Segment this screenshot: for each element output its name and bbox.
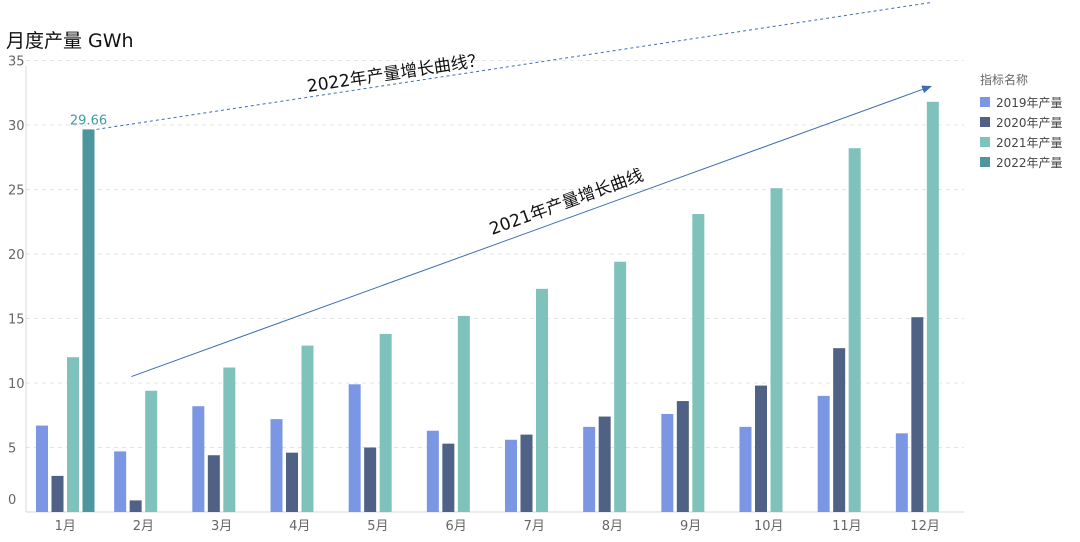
x-tick-label: 8月 [602,519,623,534]
data-label: 29.66 [70,113,107,128]
grid-lines [26,60,964,448]
x-tick-label: 9月 [680,519,701,534]
axes: 0 5 10 15 20 25 30 35 1月 2月 3月 4月 5月 6月 7月 8月 9月 10月 11月 12… [8,55,964,534]
bar[interactable] [833,348,846,512]
bar[interactable] [692,214,705,512]
y-tick-label: 10 [8,377,25,392]
y-tick-label: 0 [8,493,16,508]
legend-swatch [980,97,990,107]
bar[interactable] [661,413,674,512]
x-tick-label: 2月 [133,519,154,534]
legend-swatch [980,117,990,127]
bar[interactable] [114,451,127,512]
bar[interactable] [457,315,470,512]
legend-swatch [980,137,990,147]
legend-item-label[interactable]: 2019年产量 [996,96,1063,110]
x-tick-label: 1月 [55,519,76,534]
bar[interactable] [926,101,939,512]
growth-line-2021 [131,85,933,378]
bar[interactable] [348,384,361,512]
bar[interactable] [270,419,283,512]
bars: 29.66 [36,101,939,513]
annotation-2021: 2021年产量增长曲线 [487,166,646,240]
bar[interactable] [207,455,220,512]
bar[interactable] [739,426,752,512]
x-tick-label: 4月 [289,519,310,534]
bar[interactable] [895,433,908,512]
legend-item-label[interactable]: 2022年产量 [996,156,1063,170]
bar[interactable] [520,434,533,512]
bar[interactable] [676,401,689,512]
chart-title: 月度产量 GWh [6,30,134,52]
x-tick-label: 11月 [832,519,862,534]
y-tick-label: 15 [8,313,25,328]
bar[interactable] [583,426,596,512]
bar[interactable] [286,452,298,512]
bar[interactable] [364,447,377,513]
y-tick-label: 20 [8,248,25,263]
bar[interactable] [223,367,236,512]
bar[interactable] [129,500,142,512]
bar[interactable] [51,475,64,512]
bar[interactable] [505,439,517,512]
bar[interactable] [536,288,548,512]
bar[interactable] [817,395,830,512]
x-tick-label: 12月 [910,519,940,534]
bar[interactable] [82,129,95,513]
x-tick-label: 3月 [211,519,232,534]
bar[interactable] [36,425,48,512]
y-tick-label: 30 [8,119,25,134]
x-tick-label: 7月 [524,519,545,534]
bar[interactable] [67,357,79,512]
x-tick-label: 10月 [754,519,784,534]
legend-title: 指标名称 [980,72,1028,87]
bar[interactable] [301,345,314,512]
bar[interactable] [614,261,627,512]
bar[interactable] [426,430,439,512]
annotation-2022: 2022年产量增长曲线？ [306,50,486,97]
bar[interactable] [770,188,783,512]
y-tick-label: 5 [8,442,16,457]
bar[interactable] [192,406,205,512]
legend-item-label[interactable]: 2021年产量 [996,136,1063,150]
bar[interactable] [379,333,392,512]
legend: 指标名称 2019年产量 2020年产量 2021年产量 2022年产量 [980,72,1063,170]
x-tick-label: 5月 [367,519,388,534]
bar[interactable] [145,390,158,512]
bar[interactable] [911,317,924,512]
bar[interactable] [442,443,455,512]
growth-line-2022 [96,1,932,130]
bar[interactable] [755,385,767,512]
legend-item-label[interactable]: 2020年产量 [996,116,1063,130]
x-tick-label: 6月 [445,519,466,534]
bar[interactable] [598,416,611,512]
y-tick-label: 35 [8,55,25,70]
y-tick-label: 25 [8,184,25,199]
legend-swatch [980,157,990,167]
bar[interactable] [848,148,861,512]
